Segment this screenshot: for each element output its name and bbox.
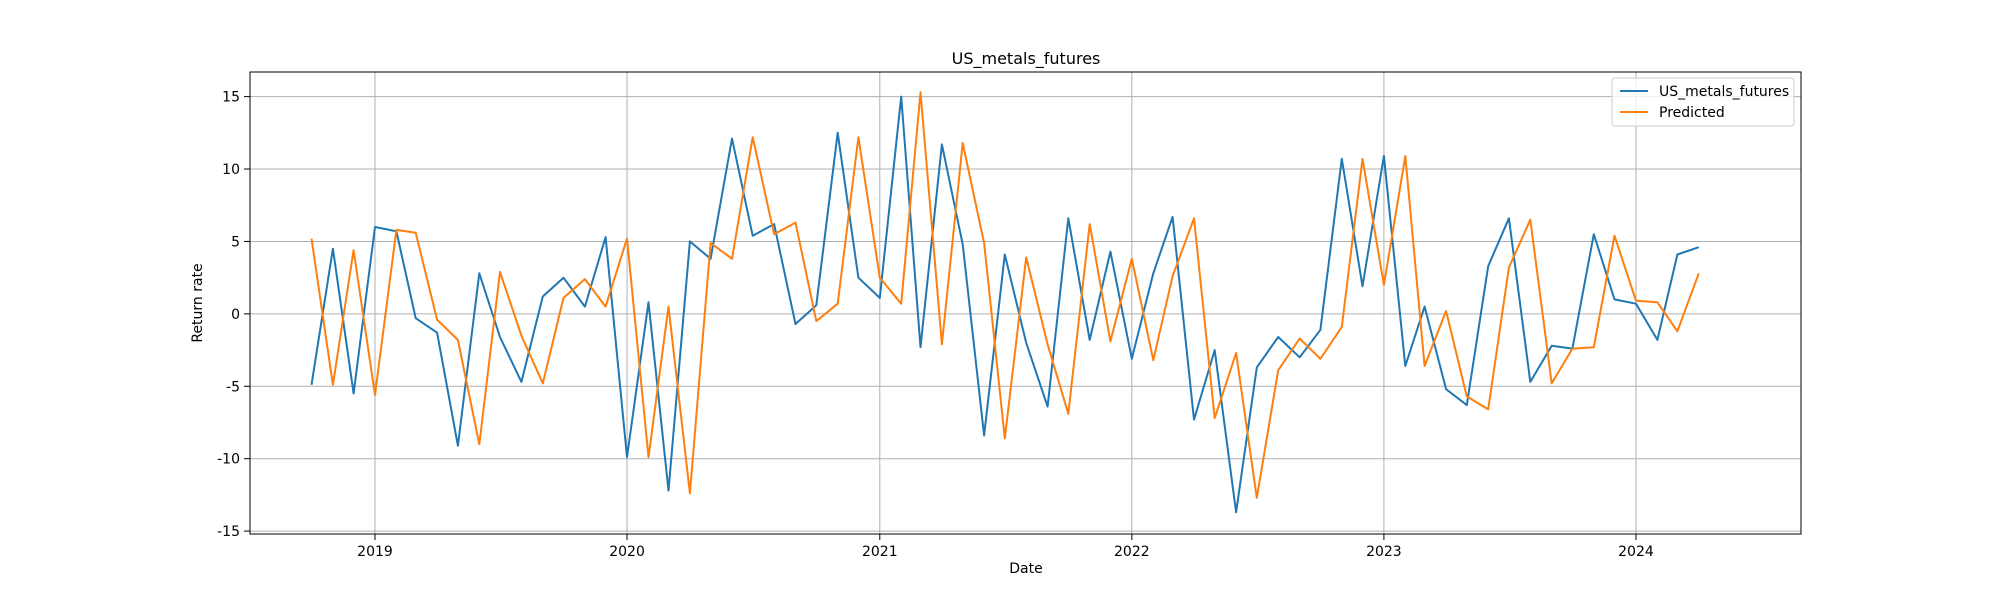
plot-area-frame — [249, 71, 1802, 535]
x-tick-label: 2020 — [609, 544, 645, 560]
legend-box — [1611, 77, 1795, 127]
x-axis-ticks: 2019 2020 2021 2022 2023 2024 — [357, 534, 1654, 560]
y-tick-label: -15 — [217, 524, 240, 540]
y-axis-title: Return rate — [190, 263, 206, 342]
x-tick-label: 2022 — [1114, 544, 1150, 560]
series-lines — [310, 91, 1700, 514]
y-tick-label: -10 — [217, 452, 240, 468]
x-tick-label: 2024 — [1618, 544, 1654, 560]
x-axis-title: Date — [1009, 561, 1042, 577]
y-tick-label: 0 — [231, 307, 240, 323]
legend-label-predicted: Predicted — [1659, 105, 1725, 121]
y-tick-label: -5 — [226, 379, 240, 395]
x-tick-label: 2019 — [357, 544, 393, 560]
y-tick-label: 15 — [222, 90, 240, 106]
grid-lines — [250, 72, 1801, 534]
y-tick-label: 5 — [231, 234, 240, 250]
x-tick-label: 2021 — [862, 544, 898, 560]
series-line-actual — [310, 95, 1700, 514]
series-line-predicted — [310, 91, 1700, 499]
x-tick-label: 2023 — [1366, 544, 1402, 560]
chart-title: US_metals_futures — [952, 49, 1101, 69]
y-axis-ticks: -15 -10 -5 0 5 10 15 — [217, 90, 250, 540]
legend-label-actual: US_metals_futures — [1659, 84, 1789, 100]
legend: US_metals_futures Predicted — [1611, 77, 1795, 127]
y-tick-label: 10 — [222, 162, 240, 178]
